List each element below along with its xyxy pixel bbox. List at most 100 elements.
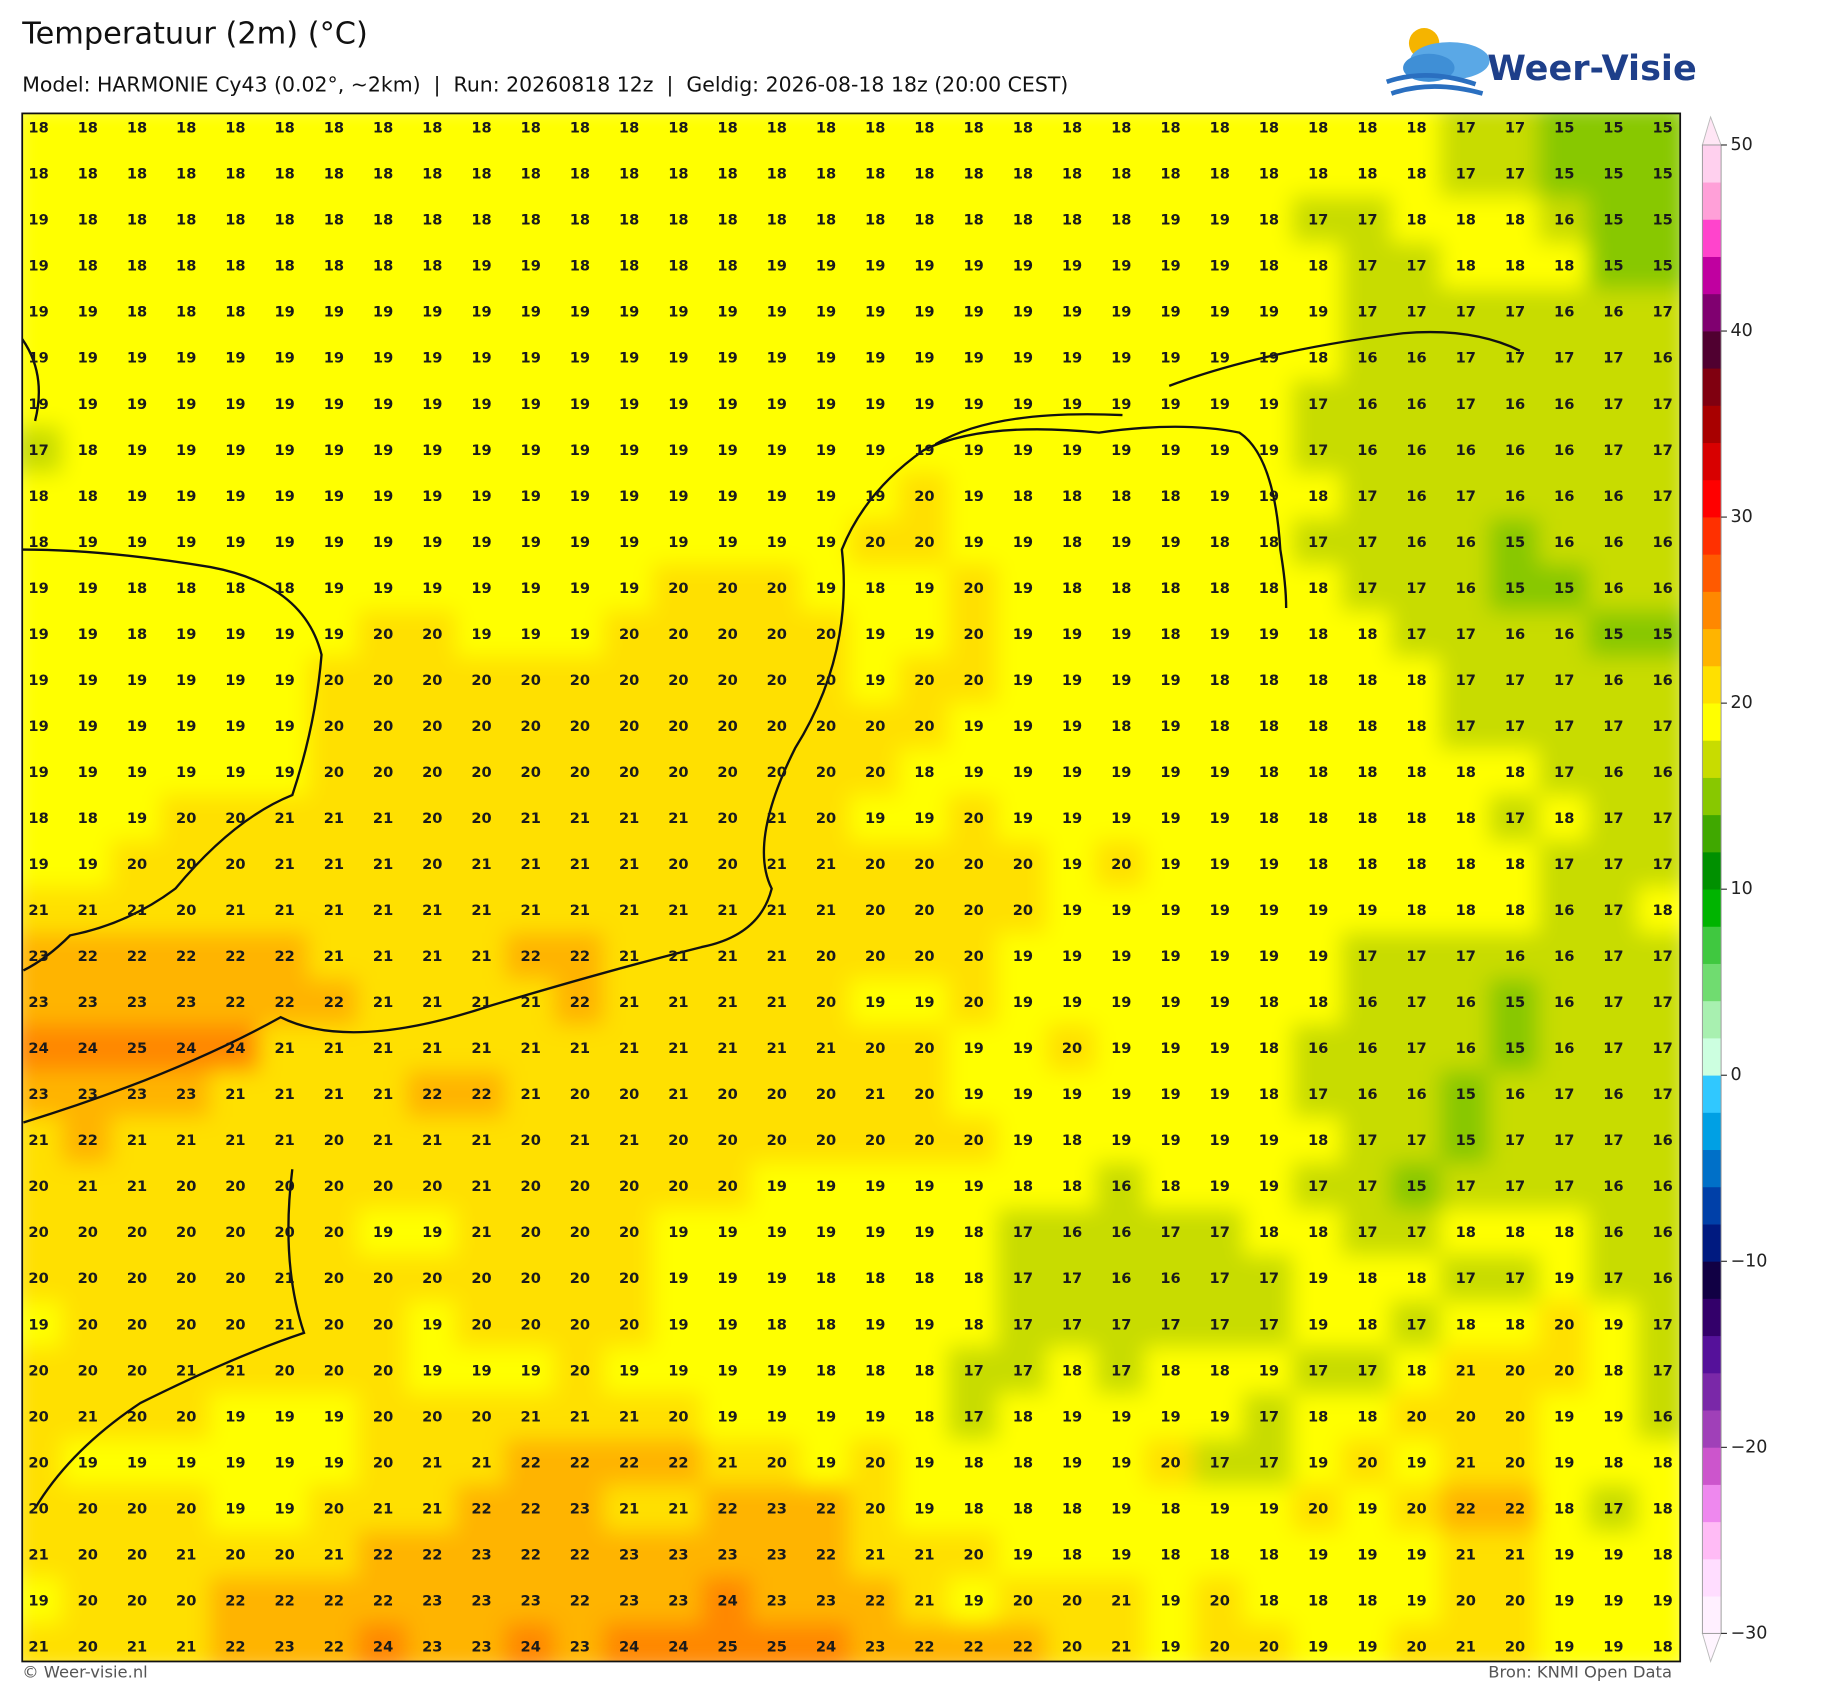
temperature-label: 20 <box>619 626 639 643</box>
temperature-label: 17 <box>1456 396 1476 413</box>
temperature-label: 19 <box>1062 304 1082 321</box>
temperature-label: 24 <box>176 1040 196 1057</box>
colorbar-segment <box>1702 665 1722 704</box>
temperature-cell <box>1636 426 1681 475</box>
temperature-cell <box>1587 242 1640 291</box>
temperature-cell <box>652 334 705 383</box>
temperature-label: 18 <box>1308 258 1328 275</box>
temperature-label: 20 <box>717 856 737 873</box>
temperature-label: 20 <box>717 1132 737 1149</box>
temperature-label: 18 <box>1259 718 1279 735</box>
temperature-label: 22 <box>78 948 98 965</box>
temperature-label: 18 <box>963 1224 983 1241</box>
temperature-cell <box>406 380 459 429</box>
temperature-label: 20 <box>914 1132 934 1149</box>
temperature-cell <box>1390 748 1443 798</box>
temperature-cell <box>160 334 213 383</box>
temperature-label: 20 <box>373 672 393 689</box>
temperature-cell <box>1144 1024 1197 1074</box>
temperature-cell <box>652 1024 705 1074</box>
temperature-label: 20 <box>570 1316 590 1333</box>
temperature-label: 17 <box>1603 856 1623 873</box>
temperature-label: 19 <box>422 350 442 367</box>
temperature-cell <box>1095 886 1148 936</box>
temperature-label: 19 <box>1160 1592 1180 1609</box>
temperature-cell <box>62 610 114 660</box>
temperature-label: 19 <box>1111 396 1131 413</box>
temperature-cell <box>1193 380 1246 429</box>
temperature-label: 19 <box>1062 856 1082 873</box>
temperature-label: 21 <box>28 1132 48 1149</box>
temperature-label: 16 <box>1308 1040 1328 1057</box>
temperature-cell <box>160 288 213 337</box>
temperature-label: 18 <box>1259 994 1279 1011</box>
temperature-cell <box>1538 610 1590 660</box>
temperature-label: 19 <box>176 626 196 643</box>
temperature-cell <box>1243 113 1295 153</box>
temperature-label: 20 <box>373 1178 393 1195</box>
temperature-label: 24 <box>668 1638 688 1655</box>
temperature-cell <box>1144 518 1197 568</box>
temperature-label: 21 <box>176 1362 196 1379</box>
temperature-label: 16 <box>1603 304 1623 321</box>
temperature-label: 15 <box>1456 1086 1476 1103</box>
temperature-label: 22 <box>225 994 245 1011</box>
temperature-label: 20 <box>865 1500 885 1517</box>
temperature-label: 19 <box>78 350 98 367</box>
colorbar-segment <box>1702 1335 1722 1374</box>
temperature-label: 19 <box>28 764 48 781</box>
temperature-cell <box>701 150 754 199</box>
temperature-cell <box>1292 610 1344 660</box>
temperature-label: 15 <box>1505 994 1525 1011</box>
temperature-label: 17 <box>1357 534 1377 551</box>
temperature-label: 15 <box>1603 120 1623 137</box>
temperature-label: 20 <box>963 994 983 1011</box>
temperature-label: 19 <box>865 1408 885 1425</box>
temperature-label: 19 <box>1210 212 1230 229</box>
temperature-label: 21 <box>373 810 393 827</box>
temperature-label: 16 <box>1652 534 1672 551</box>
temperature-cell <box>751 380 803 429</box>
temperature-label: 19 <box>1160 764 1180 781</box>
temperature-label: 19 <box>668 304 688 321</box>
temperature-cell <box>504 1024 557 1074</box>
temperature-cell <box>701 702 754 752</box>
temperature-label: 18 <box>1357 120 1377 137</box>
colorbar-segment <box>1702 1484 1722 1523</box>
temperature-label: 20 <box>127 1500 147 1517</box>
temperature-label: 17 <box>1554 672 1574 689</box>
temperature-label: 19 <box>1210 764 1230 781</box>
temperature-label: 20 <box>28 1224 48 1241</box>
temperature-label: 21 <box>668 1040 688 1057</box>
temperature-cell <box>357 334 409 383</box>
temperature-label: 18 <box>1062 1362 1082 1379</box>
temperature-cell <box>554 288 606 337</box>
temperature-cell <box>1144 426 1197 475</box>
temperature-cell <box>22 564 65 614</box>
temperature-label: 18 <box>619 258 639 275</box>
temperature-cell <box>62 794 114 844</box>
temperature-label: 20 <box>1013 902 1033 919</box>
temperature-cell <box>1636 564 1681 614</box>
colorbar-segment <box>1702 1224 1722 1262</box>
temperature-cell <box>258 334 311 383</box>
temperature-label: 20 <box>1013 1592 1033 1609</box>
footer-right: Bron: KNMI Open Data <box>1488 1663 1672 1681</box>
temperature-cell <box>997 518 1049 568</box>
temperature-cell <box>504 196 557 245</box>
temperature-cell <box>751 564 803 614</box>
temperature-cell <box>1538 794 1590 844</box>
temperature-cell <box>1243 288 1295 337</box>
temperature-cell <box>357 150 409 199</box>
temperature-cell <box>800 748 852 798</box>
temperature-cell <box>406 150 459 199</box>
temperature-label: 21 <box>471 1040 491 1057</box>
temperature-label: 22 <box>521 1454 541 1471</box>
temperature-cell <box>1636 932 1681 982</box>
temperature-label: 20 <box>127 1224 147 1241</box>
temperature-label: 19 <box>1062 442 1082 459</box>
temperature-label: 18 <box>865 1270 885 1287</box>
temperature-label: 20 <box>717 672 737 689</box>
temperature-cell <box>554 426 606 475</box>
temperature-label: 18 <box>1652 1638 1672 1655</box>
